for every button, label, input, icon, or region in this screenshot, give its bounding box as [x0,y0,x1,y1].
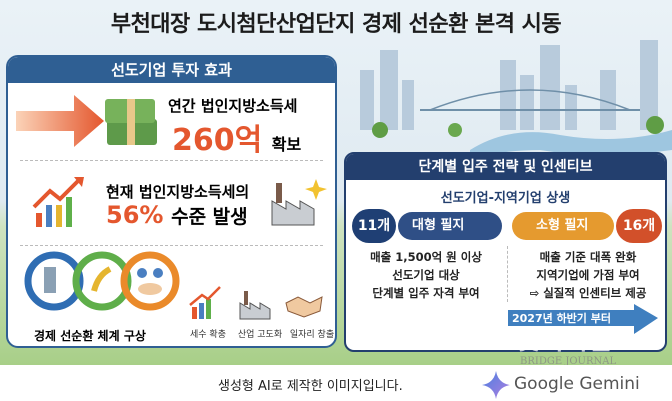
industry-upgrade-icon [239,291,271,320]
large-lot-detail: 매출 1,500억 원 이상 [370,250,482,264]
panel-subheader: 선도기업-지역기업 상생 [440,191,571,206]
lead-company-effect-panel: 선도기업 투자 효과 연간 법인지방소득세 260억 확보 현재 법인지방소득세… [6,55,337,348]
small-lot-count: 16개 [616,209,662,243]
small-lot-detail: 지역기업에 가점 부여 [536,268,640,282]
gemini-star-icon [482,371,510,399]
factory-sparkle-icon [271,179,327,226]
growth-chart-icon [32,177,84,227]
ai-caption: 생성형 AI로 제작한 이미지입니다. [218,379,403,394]
timeline-arrow [508,304,658,334]
timeline-label: 2027년 하반기 부터 [512,312,611,325]
large-lot-count: 11개 [352,209,396,243]
tax-suffix: 확보 [271,135,302,154]
divider [20,160,323,161]
city-skyline-illustration [360,40,672,160]
tax-label: 연간 법인지방소득세 [168,97,298,115]
benefit-label: 산업 고도화 [237,330,283,340]
small-lot-detail: ⇨ 실질적 인센티브 제공 [529,286,647,300]
tax-expansion-icon [189,286,221,319]
tax-amount: 260억 [172,123,263,158]
arrow-icon [16,95,104,147]
handshake-icon [285,296,323,318]
phased-strategy-panel: 단계별 입주 전략 및 인센티브 선도기업-지역기업 상생 11개 대형 필지 … [344,152,667,352]
tax-percent: 56% [106,201,164,229]
cycle-label: 경제 선순환 체계 구상 [34,329,146,343]
economic-cycle-icon [24,251,180,311]
divider [507,246,508,302]
benefit-label: 세수 확충 [190,330,226,340]
watermark-ko: 브릿지저널 [492,326,612,356]
footer: 생성형 AI로 제작한 이미지입니다. Google Gemini [0,365,672,401]
large-lot-label: 대형 필지 [398,212,502,240]
page-title: 부천대장 도시첨단산업단지 경제 선순환 본격 시동 [110,12,562,37]
money-stack-icon [105,99,157,145]
benefit-icons [189,286,323,320]
large-lot-detail: 단계별 입주 자격 부여 [372,286,480,300]
watermark-en: BRIDGE JOURNAL [520,356,617,367]
panel-header: 단계별 입주 전략 및 인센티브 [346,154,665,180]
tax-percent-suffix: 수준 발생 [171,206,248,228]
gemini-brand: Google Gemini [514,374,640,394]
benefit-label: 일자리 창출 [289,330,335,340]
small-lot-label: 소형 필지 [512,212,614,240]
current-tax-label: 현재 법인지방소득세의 [106,183,250,201]
panel-header: 선도기업 투자 효과 [8,57,335,83]
large-lot-detail: 선도기업 대상 [392,268,460,282]
small-lot-detail: 매출 기준 대폭 완화 [539,250,637,264]
divider [20,245,323,246]
